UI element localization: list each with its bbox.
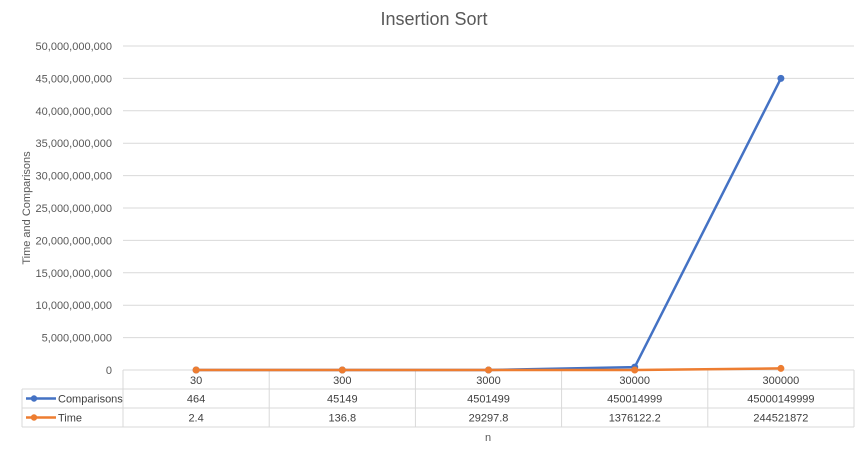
legend-series-name: Time bbox=[58, 413, 82, 425]
y-tick-label: 45,000,000,000 bbox=[36, 73, 112, 85]
legend-swatch-marker bbox=[30, 414, 38, 421]
y-tick-label: 35,000,000,000 bbox=[36, 138, 112, 150]
y-tick-label: 20,000,000,000 bbox=[36, 235, 112, 247]
table-cell-value: 450014999 bbox=[607, 394, 662, 406]
x-axis-title: n bbox=[485, 432, 491, 444]
x-tick-label: 300 bbox=[333, 375, 351, 387]
x-tick-label: 30000 bbox=[619, 375, 650, 387]
legend-series-name: Comparisons bbox=[58, 394, 123, 406]
table-cell-value: 29297.8 bbox=[469, 413, 509, 425]
table-cell-value: 136.8 bbox=[329, 413, 357, 425]
y-tick-label: 5,000,000,000 bbox=[42, 333, 112, 345]
table-cell-value: 2.4 bbox=[188, 413, 203, 425]
x-tick-label: 30 bbox=[190, 375, 202, 387]
x-tick-label: 3000 bbox=[476, 375, 500, 387]
y-tick-label: 50,000,000,000 bbox=[36, 41, 112, 53]
table-cell-value: 1376122.2 bbox=[609, 413, 661, 425]
series-line bbox=[196, 77, 783, 372]
y-tick-label: 25,000,000,000 bbox=[36, 203, 112, 215]
data-point bbox=[631, 366, 639, 374]
y-tick-label: 10,000,000,000 bbox=[36, 300, 112, 312]
data-table: 30 300 3000 30000 300000 Comparisons 464 45149 4… bbox=[21, 369, 855, 428]
data-point bbox=[192, 366, 200, 374]
table-cell-value: 45149 bbox=[327, 394, 358, 406]
data-point bbox=[338, 366, 346, 374]
data-point bbox=[485, 366, 492, 374]
table-cell-value: 244521872 bbox=[753, 413, 808, 425]
y-axis-tick-labels: 0 5,000,000,000 10,000,000,000 15,000,000,0… bbox=[36, 41, 112, 377]
table-cell-value: 45000149999 bbox=[747, 394, 814, 406]
table-cell-value: 464 bbox=[187, 394, 205, 406]
chart-title: Insertion Sort bbox=[380, 9, 487, 29]
y-tick-label: 0 bbox=[106, 365, 112, 377]
x-tick-label: 300000 bbox=[763, 375, 800, 387]
data-point bbox=[777, 74, 785, 82]
gridlines bbox=[123, 45, 854, 339]
series-lines bbox=[192, 74, 785, 374]
y-axis-title: Time and Comparisons bbox=[21, 151, 33, 265]
y-tick-label: 30,000,000,000 bbox=[36, 171, 112, 183]
data-point bbox=[777, 364, 785, 372]
legend-swatch-marker bbox=[30, 395, 38, 402]
y-tick-label: 40,000,000,000 bbox=[36, 106, 112, 118]
table-cell-value: 4501499 bbox=[467, 394, 510, 406]
y-tick-label: 15,000,000,000 bbox=[36, 268, 112, 280]
